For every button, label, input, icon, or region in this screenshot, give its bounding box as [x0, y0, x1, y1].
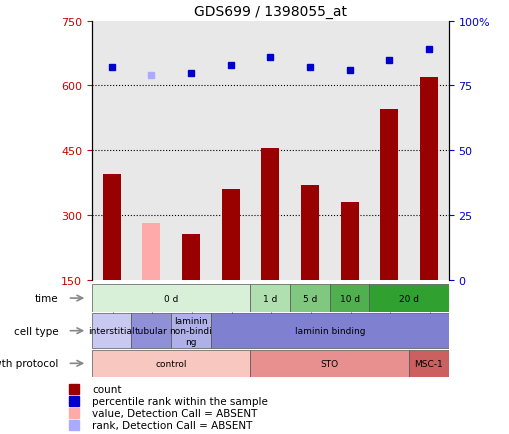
Text: MSC-1: MSC-1: [414, 359, 442, 368]
Bar: [408, 22, 448, 280]
Bar: [92, 22, 131, 280]
Text: percentile rank within the sample: percentile rank within the sample: [92, 396, 267, 406]
Text: laminin binding: laminin binding: [294, 326, 364, 335]
Text: count: count: [92, 384, 121, 394]
Text: rank, Detection Call = ABSENT: rank, Detection Call = ABSENT: [92, 420, 252, 430]
Bar: [182, 235, 200, 280]
Text: 20 d: 20 d: [399, 294, 418, 303]
Bar: [329, 22, 369, 280]
Text: STO: STO: [320, 359, 338, 368]
Text: tubular: tubular: [135, 326, 167, 335]
Text: interstitial: interstitial: [88, 326, 135, 335]
Bar: [210, 313, 448, 349]
Bar: [329, 285, 369, 312]
Bar: [369, 22, 408, 280]
Text: value, Detection Call = ABSENT: value, Detection Call = ABSENT: [92, 408, 257, 418]
Bar: [419, 78, 437, 280]
Bar: [221, 190, 239, 280]
Bar: [142, 224, 160, 280]
Title: GDS699 / 1398055_at: GDS699 / 1398055_at: [193, 5, 346, 19]
Text: 5 d: 5 d: [302, 294, 317, 303]
Bar: [92, 350, 250, 377]
Bar: [250, 285, 290, 312]
Bar: [408, 350, 448, 377]
Bar: [131, 22, 171, 280]
Bar: [261, 149, 278, 280]
Text: control: control: [155, 359, 186, 368]
Bar: [210, 22, 250, 280]
Bar: [300, 185, 318, 280]
Bar: [250, 22, 290, 280]
Bar: [369, 285, 448, 312]
Text: growth protocol: growth protocol: [0, 358, 59, 368]
Bar: [92, 285, 250, 312]
Bar: [92, 313, 131, 349]
Text: 0 d: 0 d: [163, 294, 178, 303]
Bar: [380, 110, 398, 280]
Bar: [131, 313, 171, 349]
Text: cell type: cell type: [14, 326, 59, 336]
Bar: [290, 22, 329, 280]
Bar: [250, 350, 408, 377]
Text: 10 d: 10 d: [339, 294, 359, 303]
Bar: [290, 285, 329, 312]
Bar: [340, 202, 358, 280]
Text: 1 d: 1 d: [263, 294, 277, 303]
Bar: [102, 174, 120, 280]
Bar: [171, 313, 210, 349]
Text: time: time: [35, 293, 59, 303]
Text: laminin
non-bindi
ng: laminin non-bindi ng: [169, 316, 212, 346]
Bar: [171, 22, 210, 280]
